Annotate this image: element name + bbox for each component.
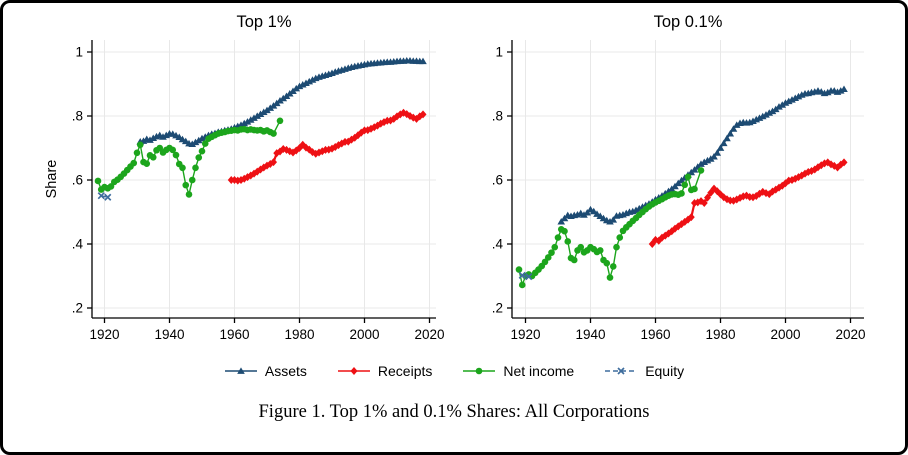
legend-item-net-income: Net income: [462, 363, 574, 379]
legend-label: Receipts: [377, 363, 433, 379]
svg-text:1980: 1980: [284, 327, 314, 342]
svg-text:2000: 2000: [349, 327, 379, 342]
receipts-legend-marker-icon: [337, 367, 370, 375]
svg-text:2000: 2000: [770, 327, 800, 342]
svg-text:1: 1: [75, 45, 83, 60]
legend-item-receipts: Receipts: [337, 363, 432, 379]
legend-label: Assets: [264, 363, 307, 379]
svg-text:.6: .6: [72, 173, 83, 188]
svg-text:Top 1%: Top 1%: [236, 13, 291, 31]
svg-text:1980: 1980: [705, 327, 735, 342]
svg-text:.4: .4: [72, 237, 84, 252]
svg-text:1920: 1920: [510, 327, 540, 342]
svg-text:.8: .8: [72, 109, 83, 124]
legend-label: Equity: [645, 363, 685, 379]
svg-text:Top 0.1%: Top 0.1%: [654, 13, 723, 31]
svg-text:2020: 2020: [414, 327, 444, 342]
svg-text:.4: .4: [492, 237, 504, 252]
svg-text:1940: 1940: [154, 327, 184, 342]
svg-text:.6: .6: [492, 173, 503, 188]
svg-text:1: 1: [495, 45, 503, 60]
charts-canvas: .2 .4 .6 .8 1 1920 1940 1960 1980 2000 2020 Top 1% S…: [44, 13, 866, 342]
figure-caption: Figure 1. Top 1% and 0.1% Shares: All Co…: [258, 402, 650, 422]
legend: Assets Receipts Net income Equity: [3, 363, 905, 379]
svg-text:.8: .8: [492, 109, 503, 124]
svg-text:1960: 1960: [640, 327, 670, 342]
svg-text:Share: Share: [44, 160, 60, 199]
legend-item-assets: Assets: [224, 363, 307, 379]
svg-text:1920: 1920: [89, 327, 119, 342]
equity-legend-marker-icon: [605, 367, 638, 375]
svg-text:.2: .2: [492, 301, 503, 316]
svg-text:.2: .2: [72, 301, 83, 316]
svg-text:1940: 1940: [575, 327, 605, 342]
svg-text:1960: 1960: [219, 327, 249, 342]
legend-item-equity: Equity: [604, 363, 684, 379]
svg-text:2020: 2020: [835, 327, 865, 342]
net-income-legend-marker-icon: [463, 367, 496, 375]
assets-legend-marker-icon: [224, 367, 257, 374]
legend-label: Net income: [503, 363, 575, 379]
